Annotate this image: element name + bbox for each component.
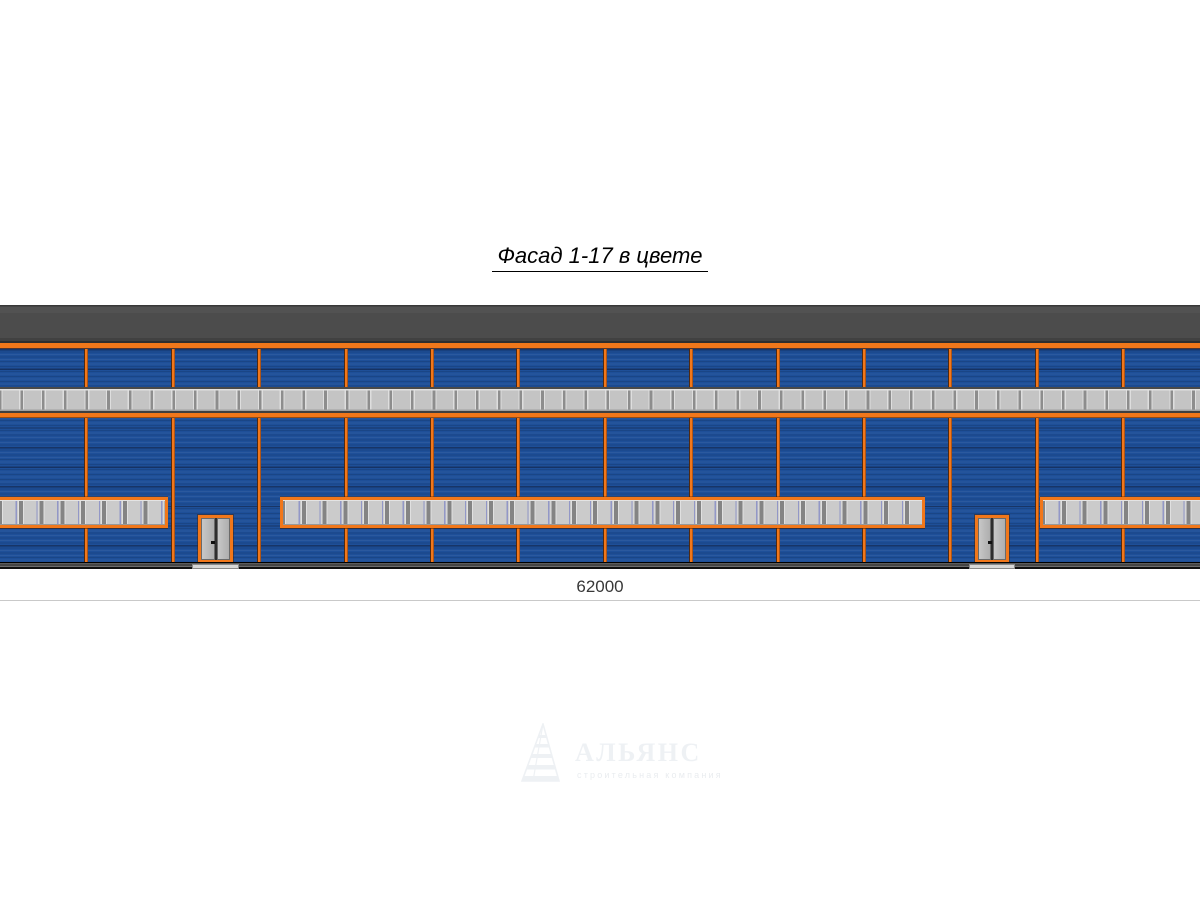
mullion bbox=[1120, 348, 1126, 563]
door-leaf-left bbox=[978, 518, 991, 560]
mullion bbox=[83, 348, 89, 563]
mullion bbox=[170, 348, 176, 563]
watermark-pyramid-icon bbox=[520, 723, 561, 782]
mullion bbox=[602, 348, 608, 563]
mullion bbox=[1034, 348, 1040, 563]
entrance-door bbox=[198, 515, 233, 563]
door-split-line bbox=[991, 518, 993, 560]
mullion bbox=[429, 348, 435, 563]
eaves-orange-trim bbox=[0, 343, 1200, 349]
watermark-name: АЛЬЯНС bbox=[575, 738, 702, 767]
door-threshold bbox=[969, 563, 1015, 569]
mullion bbox=[515, 348, 521, 563]
watermark-tagline: строительная компания bbox=[577, 770, 723, 780]
door-split-line bbox=[214, 518, 217, 560]
door-leaf-right bbox=[216, 518, 230, 560]
mullion bbox=[688, 348, 694, 563]
roof-parapet bbox=[0, 305, 1200, 343]
lower-window-band bbox=[0, 496, 168, 528]
dimension-line bbox=[0, 600, 1200, 602]
mullion bbox=[256, 348, 262, 563]
facade-wall-cladding bbox=[0, 348, 1200, 563]
lower-window-band bbox=[1040, 496, 1200, 528]
mullion bbox=[861, 348, 867, 563]
door-threshold bbox=[192, 563, 239, 569]
entrance-door bbox=[975, 515, 1009, 563]
door-leaf-right bbox=[993, 518, 1006, 560]
dimension-label: 62000 bbox=[576, 577, 624, 596]
door-leaf-left bbox=[201, 518, 215, 560]
mullion bbox=[947, 348, 953, 563]
lower-window-band bbox=[280, 496, 925, 528]
title-row: Фасад 1-17 в цвете bbox=[0, 243, 1200, 273]
mullion bbox=[775, 348, 781, 563]
door-handle bbox=[988, 541, 992, 545]
mullion bbox=[343, 348, 349, 563]
window-sill-orange-trim bbox=[0, 412, 1200, 418]
door-handle bbox=[211, 541, 215, 545]
facade-elevation: АЛЬЯНС строительная компания bbox=[0, 305, 1200, 782]
plinth-base-line bbox=[0, 562, 1200, 569]
watermark-logo: АЛЬЯНС строительная компания bbox=[519, 723, 721, 785]
upper-window-band bbox=[0, 387, 1200, 413]
drawing-title: Фасад 1-17 в цвете bbox=[492, 243, 708, 273]
